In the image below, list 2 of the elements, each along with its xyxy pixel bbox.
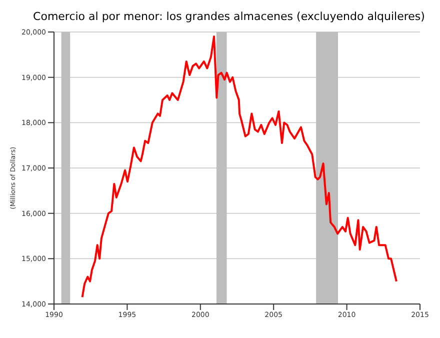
- line-series: [81, 36, 398, 298]
- chart-title: Comercio al por menor: los grandes almacenes (excluyendo alquileres): [32, 9, 426, 25]
